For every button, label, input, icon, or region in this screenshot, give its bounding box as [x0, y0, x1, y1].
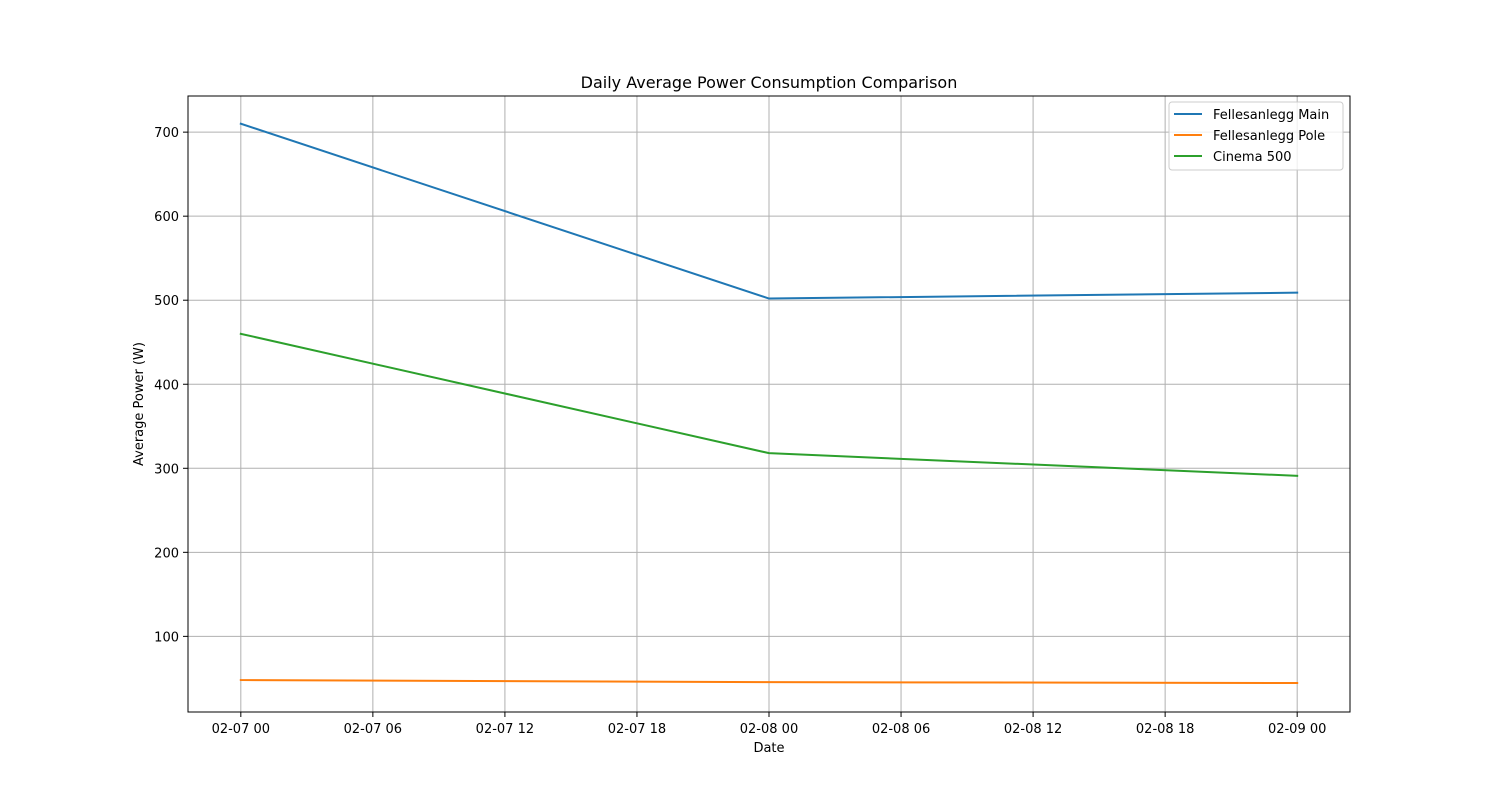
legend-label: Fellesanlegg Main [1213, 108, 1329, 123]
y-tick-label: 200 [154, 546, 179, 561]
series-line-cinema-500 [239, 332, 1299, 477]
grid [188, 96, 1350, 712]
x-tick-label: 02-08 18 [1136, 722, 1194, 737]
x-tick-label: 02-09 00 [1268, 722, 1326, 737]
series-line-fellesanlegg-pole [239, 679, 1299, 685]
y-tick-label: 400 [154, 378, 179, 393]
series-line-fellesanlegg-main [239, 122, 1299, 300]
y-tick-label: 600 [154, 210, 179, 225]
x-axis-label: Date [753, 741, 784, 756]
x-tick-label: 02-07 06 [344, 722, 402, 737]
y-tick-label: 700 [154, 126, 179, 141]
legend: Fellesanlegg Main Fellesanlegg Pole Cinema… [1168, 101, 1344, 171]
x-tick-label: 02-08 06 [872, 722, 930, 737]
x-tick-label: 02-07 00 [212, 722, 270, 737]
x-tick-label: 02-07 18 [608, 722, 666, 737]
legend-box [1168, 101, 1344, 171]
y-axis-label: Average Power (W) [132, 342, 147, 466]
y-tick-label: 500 [154, 294, 179, 309]
axis-ticks: 02-07 00 02-07 06 02-07 12 02-07 18 02-08 00… [154, 126, 1326, 737]
x-tick-label: 02-08 00 [740, 722, 798, 737]
x-tick-label: 02-07 12 [476, 722, 534, 737]
legend-label: Cinema 500 [1213, 150, 1292, 165]
chart-title: Daily Average Power Consumption Comparis… [581, 73, 958, 92]
y-tick-label: 300 [154, 462, 179, 477]
legend-label: Fellesanlegg Pole [1213, 129, 1325, 144]
x-tick-label: 02-08 12 [1004, 722, 1062, 737]
y-tick-label: 100 [154, 630, 179, 645]
series-lines [239, 122, 1299, 685]
